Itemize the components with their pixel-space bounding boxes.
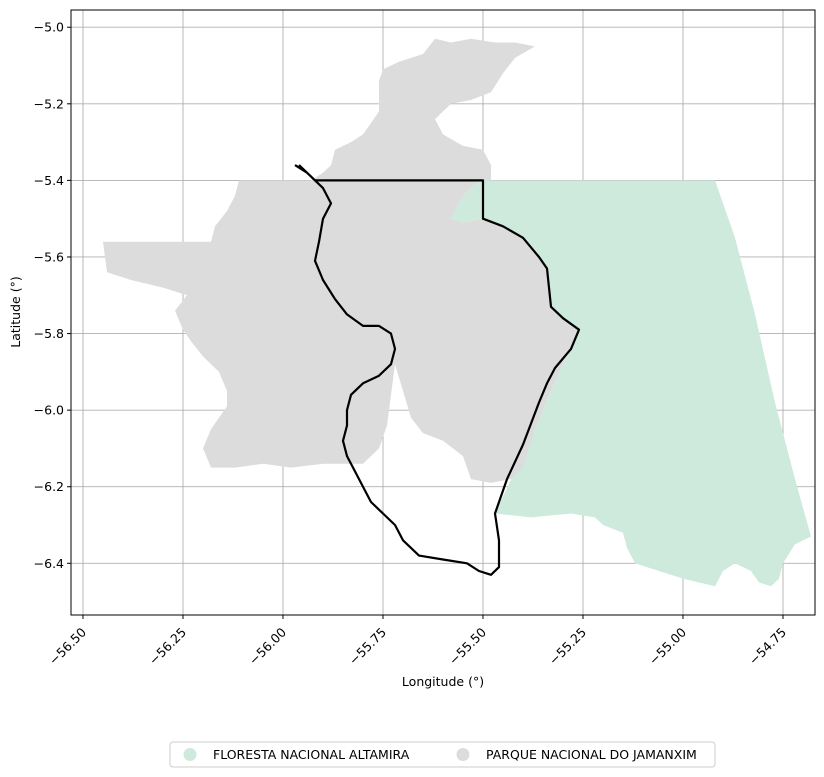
y-axis-label: Latitude (°) — [8, 276, 23, 347]
x-tick-label-4: −55.50 — [446, 624, 489, 667]
legend-label-parque: PARQUE NACIONAL DO JAMANXIM — [486, 747, 697, 762]
map-region-parque-nacional-do-jamanxim — [103, 38, 579, 483]
legend-box — [169, 741, 716, 768]
legend-marker-parque — [456, 748, 470, 761]
x-tick-label-0: −56.50 — [46, 624, 89, 667]
x-ticks: −56.50 −56.25 −56.00 −55.75 −55.50 −55.25 −55.… — [46, 615, 789, 668]
boundary-outline — [294, 164, 581, 576]
y-tick-label-0: −5.0 — [34, 20, 64, 35]
y-tick-label-2: −5.4 — [34, 173, 64, 188]
x-tick-label-7: −54.75 — [746, 625, 789, 668]
map-region-floresta-nacional-altamira — [451, 180, 811, 587]
y-tick-label-3: −5.6 — [34, 249, 64, 264]
legend-label-floresta: FLORESTA NACIONAL ALTAMIRA — [213, 747, 410, 762]
y-tick-label-1: −5.2 — [34, 96, 64, 111]
legend: FLORESTA NACIONAL ALTAMIRA PARQUE NACION… — [169, 741, 716, 768]
x-axis-label: Longitude (°) — [402, 674, 484, 689]
x-tick-label-6: −55.00 — [646, 624, 689, 667]
y-tick-label-4: −5.8 — [34, 326, 64, 341]
y-tick-label-7: −6.4 — [34, 556, 64, 571]
x-tick-label-1: −56.25 — [146, 625, 189, 668]
map-polygons — [103, 38, 811, 587]
x-tick-label-2: −56.00 — [246, 624, 289, 667]
y-ticks: −5.0 −5.2 −5.4 −5.6 −5.8 −6.0 −6.2 −6.4 — [34, 20, 71, 571]
boundary-outline-line — [294, 164, 581, 576]
legend-marker-floresta — [183, 748, 197, 761]
x-tick-label-3: −55.75 — [346, 625, 389, 668]
x-tick-label-5: −55.25 — [546, 625, 589, 668]
y-tick-label-6: −6.2 — [34, 479, 64, 494]
y-tick-label-5: −6.0 — [34, 403, 64, 418]
plot-frame — [70, 9, 816, 616]
